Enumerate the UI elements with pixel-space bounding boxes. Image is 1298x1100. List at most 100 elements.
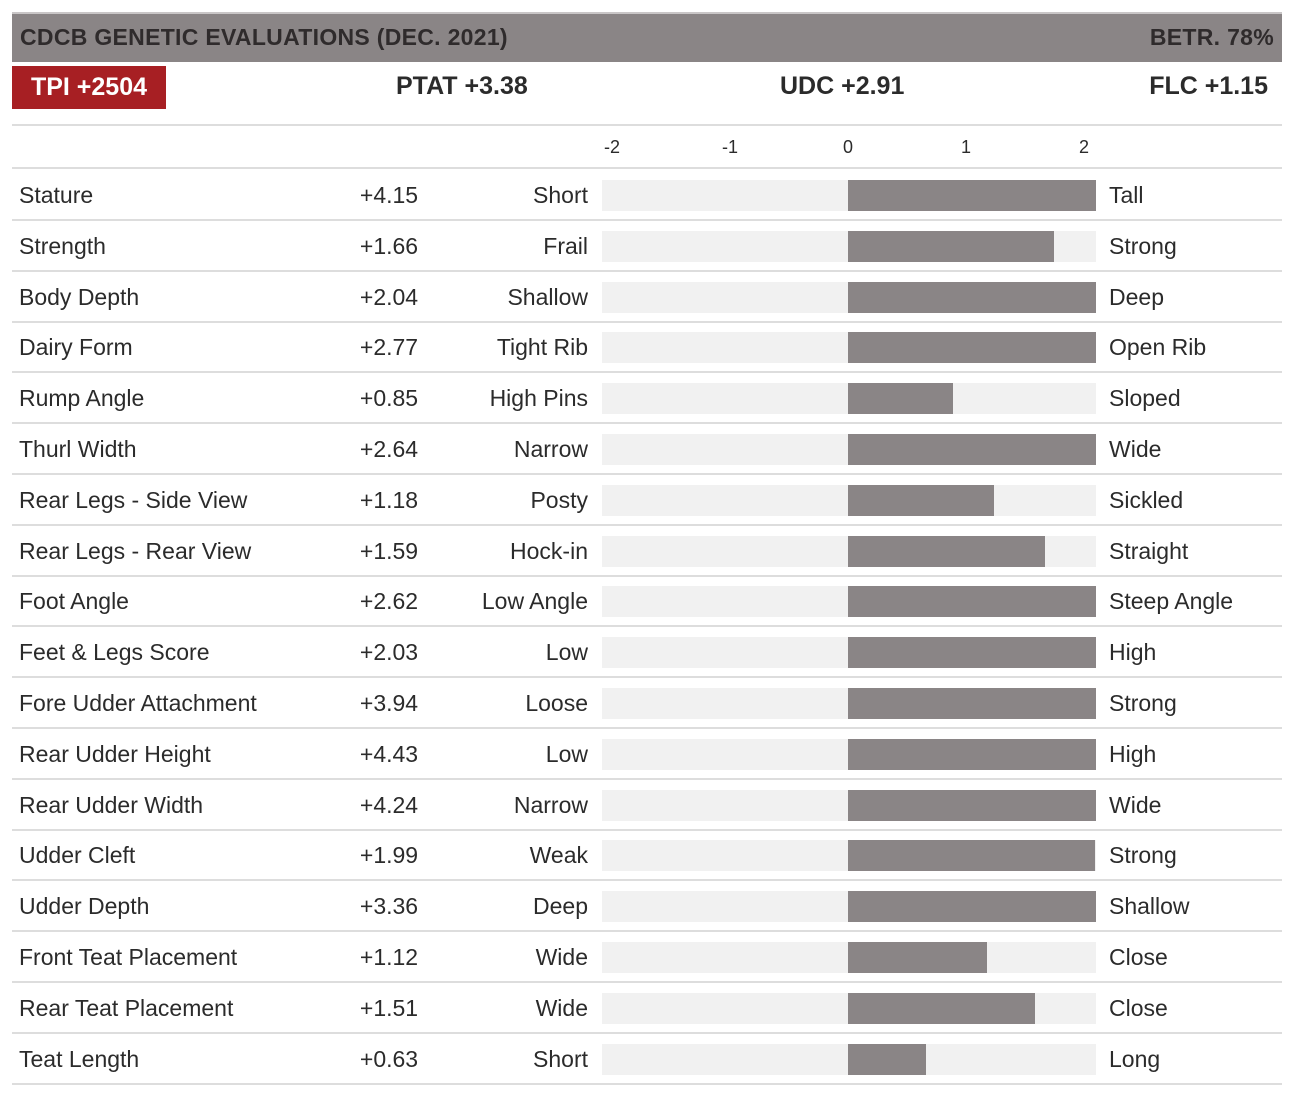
trait-high-label: Tall	[1109, 182, 1144, 208]
bar-track	[602, 332, 1096, 364]
bar	[848, 992, 1036, 1024]
bar	[848, 281, 1096, 313]
bar	[848, 1043, 927, 1075]
trait-row: Teat Length +0.63 Short Long	[12, 1034, 1282, 1085]
reliability-label: BETR. 78%	[1149, 24, 1274, 50]
bar	[848, 942, 987, 973]
trait-row: Thurl Width +2.64 Narrow Wide	[12, 424, 1282, 475]
trait-low-label: Loose	[525, 690, 588, 716]
header-bar: CDCB GENETIC EVALUATIONS (DEC. 2021) BET…	[12, 12, 1282, 62]
trait-name: Rump Angle	[19, 385, 145, 412]
trait-low-label: Short	[533, 182, 588, 208]
bar	[848, 230, 1054, 262]
trait-name: Rear Teat Placement	[19, 994, 234, 1021]
bar-track	[602, 281, 1096, 313]
trait-value: +4.43	[359, 740, 419, 767]
trait-value: +3.36	[359, 893, 419, 920]
bar-track	[602, 180, 1096, 211]
trait-high-label: Shallow	[1109, 893, 1190, 920]
bar-track	[602, 637, 1096, 669]
trait-name: Teat Length	[19, 1045, 140, 1072]
trait-value: +2.62	[359, 588, 419, 615]
bar	[848, 738, 1096, 770]
trait-row: Strength +1.66 Frail Strong	[12, 221, 1282, 272]
trait-low-label: Low	[545, 740, 588, 767]
tpi-badge: TPI +2504	[12, 66, 166, 109]
bar	[848, 535, 1046, 567]
trait-low-label: Short	[533, 1045, 588, 1072]
udc-index: UDC +2.91	[780, 72, 905, 100]
bar	[848, 434, 1096, 465]
trait-high-label: High	[1109, 740, 1157, 767]
trait-high-label: Straight	[1109, 537, 1189, 564]
trait-name: Fore Udder Attachment	[19, 690, 257, 716]
trait-value: +2.77	[359, 334, 419, 361]
trait-low-label: Wide	[535, 944, 588, 970]
trait-name: Body Depth	[19, 283, 140, 310]
bar-track	[602, 891, 1096, 923]
trait-high-label: Deep	[1109, 283, 1164, 310]
bar-track	[602, 535, 1096, 567]
trait-high-label: Strong	[1109, 690, 1177, 716]
trait-low-label: Narrow	[513, 791, 588, 818]
trait-value: +2.64	[359, 436, 419, 462]
bar-track	[602, 230, 1096, 262]
trait-name: Strength	[19, 232, 106, 259]
trait-value: +0.63	[359, 1045, 419, 1072]
bar-track	[602, 992, 1096, 1024]
bar-track	[602, 484, 1096, 516]
ptat-index: PTAT +3.38	[396, 72, 528, 100]
bar-track	[602, 586, 1096, 618]
x-tick-label: 2	[1078, 137, 1090, 157]
trait-high-label: Wide	[1109, 436, 1162, 462]
trait-low-label: Hock-in	[510, 537, 588, 564]
trait-high-label: Long	[1109, 1045, 1161, 1072]
trait-high-label: Close	[1109, 994, 1168, 1021]
trait-row: Feet & Legs Score +2.03 Low High	[12, 627, 1282, 679]
trait-high-label: Steep Angle	[1109, 588, 1234, 615]
bar-track	[602, 789, 1096, 821]
trait-row: Front Teat Placement +1.12 Wide Close	[12, 932, 1282, 983]
trait-value: +0.85	[359, 385, 419, 412]
trait-high-label: Open Rib	[1109, 334, 1207, 361]
trait-name: Front Teat Placement	[19, 944, 238, 970]
trait-value: +1.59	[359, 537, 419, 564]
trait-value: +1.18	[359, 486, 419, 513]
trait-high-label: Strong	[1109, 232, 1177, 259]
trait-row: Fore Udder Attachment +3.94 Loose Strong	[12, 678, 1282, 729]
trait-value: +1.99	[359, 842, 419, 869]
bar	[848, 891, 1096, 923]
trait-name: Rear Legs - Side View	[19, 486, 248, 513]
page-title: CDCB GENETIC EVALUATIONS (DEC. 2021)	[20, 24, 508, 50]
trait-row: Udder Depth +3.36 Deep Shallow	[12, 881, 1282, 933]
x-tick-label: -2	[603, 137, 621, 157]
trait-name: Rear Udder Height	[19, 740, 211, 767]
bar	[848, 688, 1096, 719]
trait-low-label: Low Angle	[481, 588, 588, 615]
bar	[848, 637, 1096, 669]
trait-value: +3.94	[359, 690, 419, 716]
trait-row: Udder Cleft +1.99 Weak Strong	[12, 830, 1282, 882]
trait-low-label: Wide	[535, 994, 588, 1021]
trait-name: Dairy Form	[19, 334, 133, 361]
trait-row: Rear Udder Height +4.43 Low High	[12, 729, 1282, 780]
bar	[848, 383, 954, 415]
trait-row: Stature +4.15 Short Tall	[12, 170, 1282, 221]
trait-value: +2.03	[359, 639, 419, 666]
bar-track	[602, 840, 1096, 872]
trait-high-label: Sloped	[1109, 385, 1181, 412]
trait-name: Udder Cleft	[19, 842, 136, 869]
trait-name: Stature	[19, 182, 94, 208]
bar	[848, 484, 995, 516]
flc-index: FLC +1.15	[1149, 72, 1268, 100]
x-tick-label: -1	[721, 137, 739, 157]
trait-name: Feet & Legs Score	[19, 639, 210, 666]
trait-high-label: Wide	[1109, 791, 1162, 818]
trait-low-label: Frail	[543, 232, 588, 259]
trait-row: Foot Angle +2.62 Low Angle Steep Angle	[12, 576, 1282, 628]
bar-track	[602, 383, 1096, 415]
bar-track	[602, 434, 1096, 465]
trait-row: Rear Udder Width +4.24 Narrow Wide	[12, 780, 1282, 831]
trait-row: Rear Legs - Side View +1.18 Posty Sickled	[12, 475, 1282, 526]
bar	[848, 840, 1095, 872]
